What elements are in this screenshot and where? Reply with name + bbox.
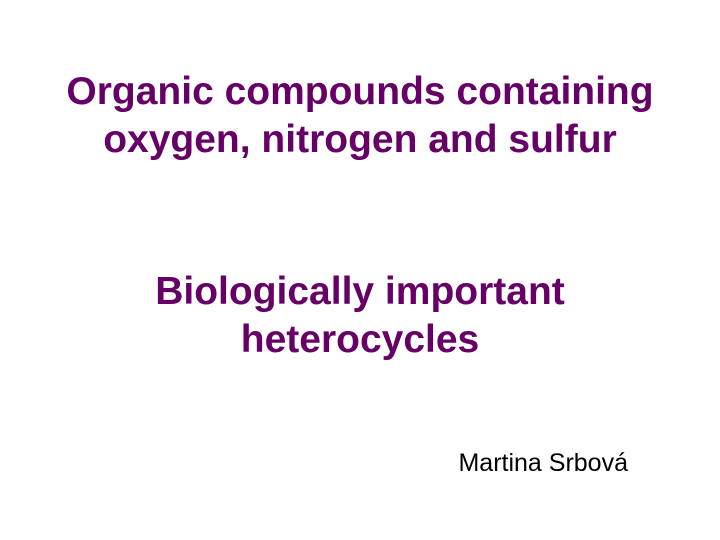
slide-title: Organic compounds containing oxygen, nit… <box>0 68 720 163</box>
slide-author: Martina Srbová <box>458 449 628 478</box>
slide-subtitle: Biologically important heterocycles <box>0 268 720 363</box>
